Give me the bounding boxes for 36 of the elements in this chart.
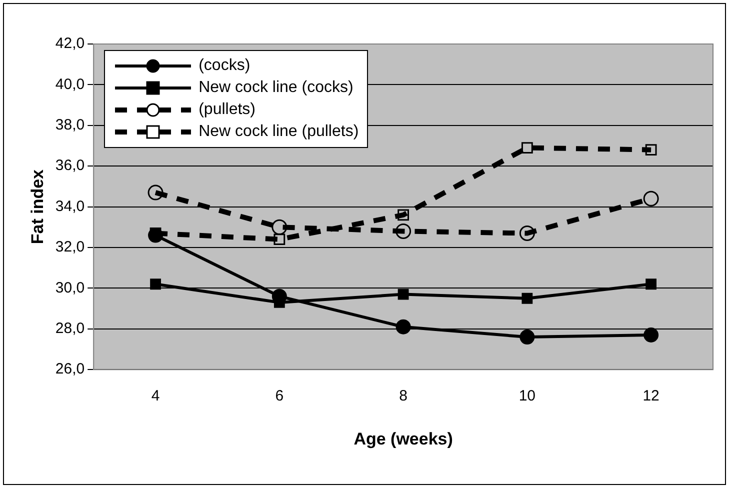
legend-label: New cock line (cocks)	[198, 78, 354, 98]
point	[644, 328, 659, 343]
y-tick-label: 28,0	[55, 320, 85, 338]
legend-label: New cock line (pullets)	[198, 122, 359, 142]
point	[519, 226, 535, 242]
point	[150, 278, 161, 290]
x-tick-label: 4	[151, 388, 160, 405]
point	[396, 223, 412, 239]
y-tick-label: 42,0	[55, 35, 85, 52]
x-tick-label: 12	[642, 388, 660, 405]
y-tick-label: 40,0	[55, 76, 85, 93]
y-tick-label: 38,0	[55, 116, 85, 134]
point	[398, 209, 409, 221]
y-tick-label: 36,0	[55, 157, 85, 174]
point	[148, 184, 164, 200]
x-tick-label: 10	[518, 388, 536, 405]
y-tick-label: 32,0	[55, 238, 85, 256]
point	[522, 292, 533, 304]
point	[645, 144, 657, 156]
x-tick-label: 6	[275, 388, 284, 405]
point	[396, 319, 411, 334]
y-tick-label: 34,0	[55, 198, 85, 215]
legend-label: (cocks)	[198, 56, 250, 76]
y-axis-title: Fat index	[28, 168, 47, 244]
y-tick-label: 26,0	[55, 360, 85, 378]
legend-label: (pullets)	[198, 100, 256, 120]
point	[521, 142, 533, 154]
point	[274, 234, 286, 246]
x-tick-label: 8	[399, 388, 408, 405]
x-axis-title: Age (weeks)	[354, 429, 453, 448]
point	[643, 190, 659, 206]
point	[646, 278, 657, 290]
point	[272, 219, 288, 235]
point	[398, 288, 409, 300]
y-tick-label: 30,0	[55, 279, 85, 296]
point	[520, 330, 535, 345]
